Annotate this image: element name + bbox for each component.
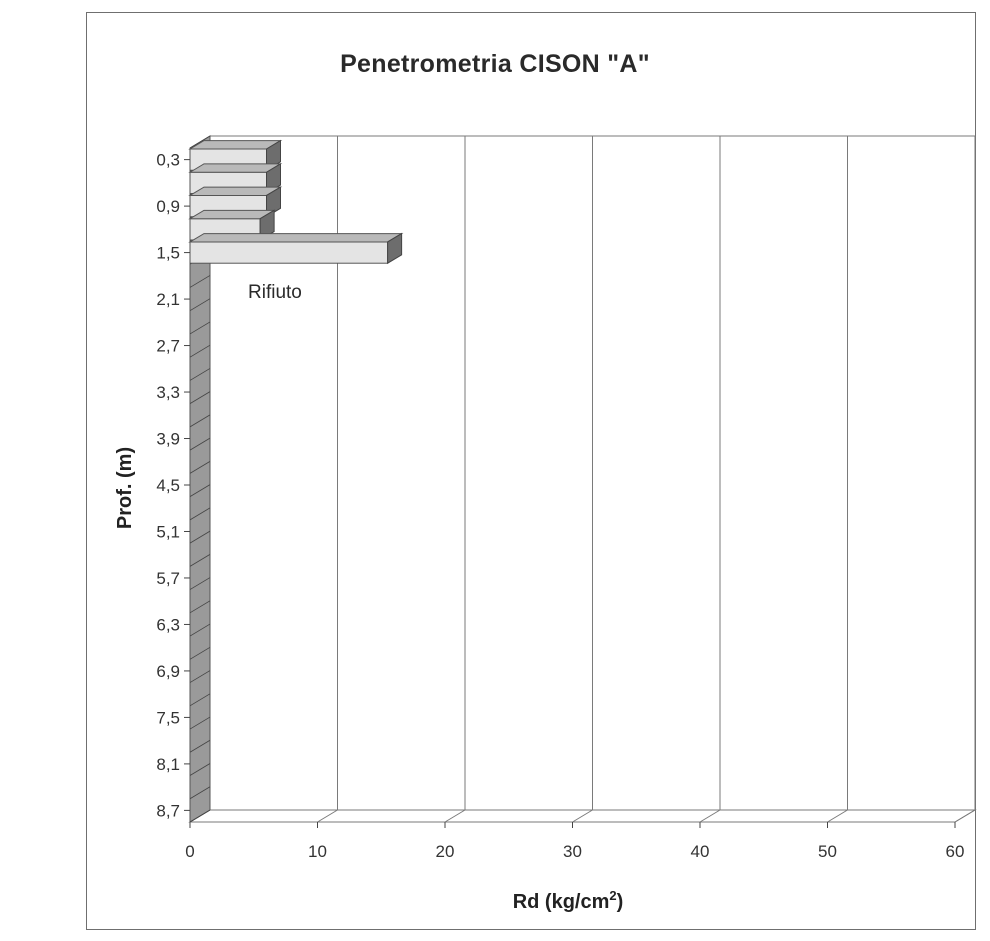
wall-grid-line <box>189 321 211 335</box>
floor-gridline <box>954 809 976 823</box>
wall-grid-line <box>189 646 211 660</box>
y-tick-label: 7,5 <box>156 708 180 727</box>
wall-grid-line <box>189 554 211 567</box>
floor-gridline <box>572 809 593 823</box>
wall-grid-line <box>189 391 211 404</box>
y-tick-label: 2,7 <box>156 337 180 356</box>
floor-gridline <box>444 809 466 823</box>
wall-grid-line <box>189 577 211 590</box>
annotation-rifiuto: Rifiuto <box>248 282 302 303</box>
floor-gridline <box>699 809 721 823</box>
bar-side <box>387 232 403 265</box>
y-tick-label: 5,7 <box>156 569 180 588</box>
wall-grid-line <box>189 344 211 358</box>
wall-grid-line <box>189 786 211 800</box>
bar-top <box>188 186 283 196</box>
wall-grid-line <box>189 414 211 428</box>
x-tick-label: 30 <box>563 842 582 861</box>
bar-side <box>266 139 281 172</box>
wall-grid-line <box>189 623 211 637</box>
bar-top <box>188 140 283 150</box>
y-tick-label: 5,1 <box>156 522 180 541</box>
bar-side <box>259 209 275 241</box>
y-tick-label: 4,5 <box>156 476 180 495</box>
bars <box>188 139 404 265</box>
x-axis-title-sup: 2 <box>609 888 616 903</box>
x-tick-label: 50 <box>818 842 837 861</box>
wall-grid-line <box>189 461 211 474</box>
x-tick-label: 40 <box>691 842 710 861</box>
floor-gridline <box>317 809 338 823</box>
wall-grid-line <box>189 135 211 149</box>
floor-gridline <box>827 809 848 823</box>
wall-grid-line <box>189 670 211 683</box>
x-tick-label: 60 <box>946 842 965 861</box>
wall-grid-line <box>189 298 211 312</box>
y-tick-label: 6,9 <box>156 662 180 681</box>
x-tick-label: 20 <box>436 842 455 861</box>
y-tick-label: 6,3 <box>156 615 180 634</box>
depth-axis-wall <box>189 135 211 823</box>
y-tick-label: 2,1 <box>156 290 180 309</box>
y-tick-labels: 0,3 0,9 1,5 2,1 2,7 3,3 3,9 4,5 5,1 5,7 6,3 6,9 7,5 8… <box>156 151 190 820</box>
wall-grid-line <box>189 739 211 753</box>
chart-title: Penetrometria CISON "A" <box>340 50 650 78</box>
x-tick-label: 10 <box>308 842 327 861</box>
y-tick-label: 3,9 <box>156 430 180 449</box>
x-tick-labels: 0 10 20 30 40 50 60 <box>185 842 964 861</box>
wall-grid-line <box>189 693 211 707</box>
wall-grid-line <box>189 437 211 451</box>
bar-top <box>188 233 404 243</box>
wall-grid-line <box>189 809 211 823</box>
x-axis-title: Rd (kg/cm2) <box>513 888 624 913</box>
bar-top <box>188 163 283 173</box>
wall-grid-line <box>189 275 211 288</box>
y-tick-label: 8,1 <box>156 755 180 774</box>
wall-grid-line <box>189 368 211 381</box>
wall-grid-line <box>189 507 211 521</box>
y-tick-label: 8,7 <box>156 801 180 820</box>
wall-grid-line <box>189 484 211 497</box>
wall-grid-line <box>189 716 211 730</box>
x-tick-label: 0 <box>185 842 194 861</box>
bar-front <box>189 241 389 264</box>
bar-side <box>266 186 281 218</box>
bar-side <box>266 162 281 195</box>
wall-grid-line <box>189 600 211 614</box>
y-tick-label: 0,3 <box>156 151 180 170</box>
y-axis-title: Prof. (m) <box>114 447 136 529</box>
y-tick-label: 1,5 <box>156 244 180 263</box>
wall-grid-line <box>189 530 211 544</box>
wall-grid-line <box>189 763 211 776</box>
y-tick-label: 3,3 <box>156 383 180 402</box>
x-axis-title-main: Rd (kg/cm <box>513 891 610 913</box>
y-tick-label: 0,9 <box>156 197 180 216</box>
x-axis-title-end: ) <box>617 891 624 913</box>
